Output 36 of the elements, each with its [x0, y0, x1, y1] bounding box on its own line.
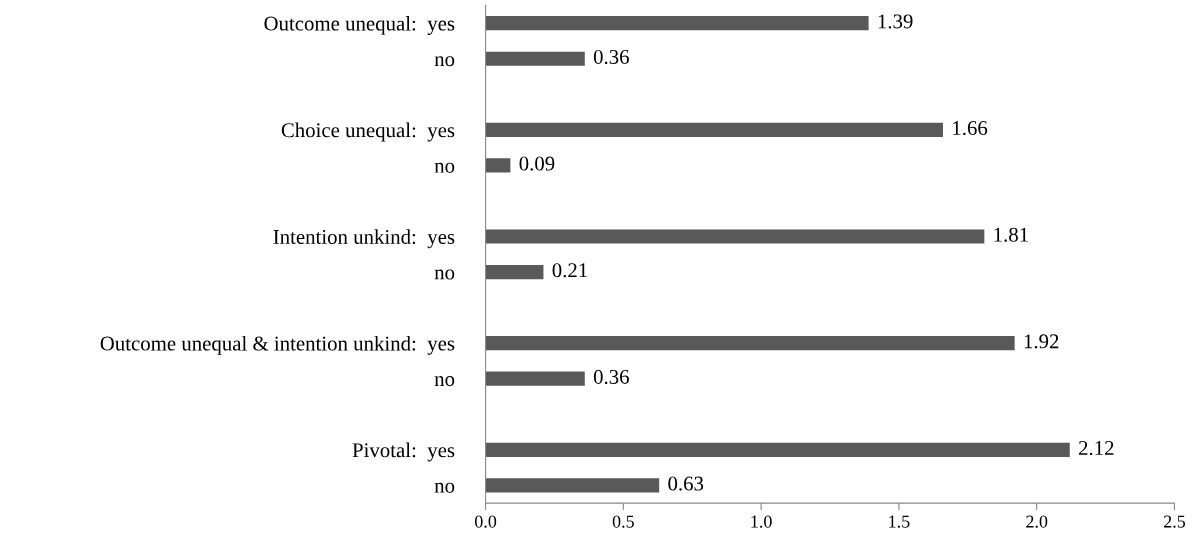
x-tick-label: 0.5 — [612, 515, 634, 528]
bar — [485, 371, 585, 386]
x-tick-label: 2.0 — [1026, 515, 1048, 528]
x-tick-label: 1.0 — [751, 515, 772, 528]
data-label: 0.09 — [519, 156, 555, 171]
y-tick-label: no — [434, 56, 455, 67]
bar — [485, 122, 943, 137]
data-label: 0.36 — [593, 49, 629, 65]
data-label: 2.12 — [1079, 441, 1114, 456]
bar — [485, 264, 544, 280]
y-tick-label: no — [434, 482, 455, 493]
data-label: 1.92 — [1024, 334, 1059, 349]
y-tick-label: Outcome unequal & intention unkind: yes — [100, 335, 455, 355]
x-tick-label: 2.5 — [1163, 515, 1186, 528]
data-label: 0.21 — [552, 263, 587, 278]
bar — [485, 158, 511, 173]
y-tick-label: no — [434, 269, 455, 280]
y-tick-label: no — [434, 376, 455, 387]
data-label: 1.81 — [994, 227, 1028, 242]
data-label: 0.36 — [593, 369, 629, 385]
y-tick-label: Pivotal: yes — [352, 442, 455, 462]
x-tick-label: 1.5 — [889, 515, 910, 528]
data-label: 0.63 — [668, 476, 704, 491]
x-tick-label: 0.0 — [474, 515, 497, 528]
y-tick-label: Outcome unequal: yes — [264, 15, 455, 35]
bar — [485, 229, 985, 244]
y-tick-label: Choice unequal: yes — [281, 122, 455, 142]
bar — [485, 16, 869, 31]
bar — [485, 478, 660, 493]
bar — [485, 442, 1070, 457]
bar — [485, 51, 585, 66]
y-tick-label: Intention unkind: yes — [273, 229, 455, 249]
data-label: 1.66 — [953, 121, 988, 136]
data-label: 1.39 — [878, 14, 913, 29]
y-tick-label: no — [434, 162, 455, 173]
bar — [485, 336, 1015, 351]
